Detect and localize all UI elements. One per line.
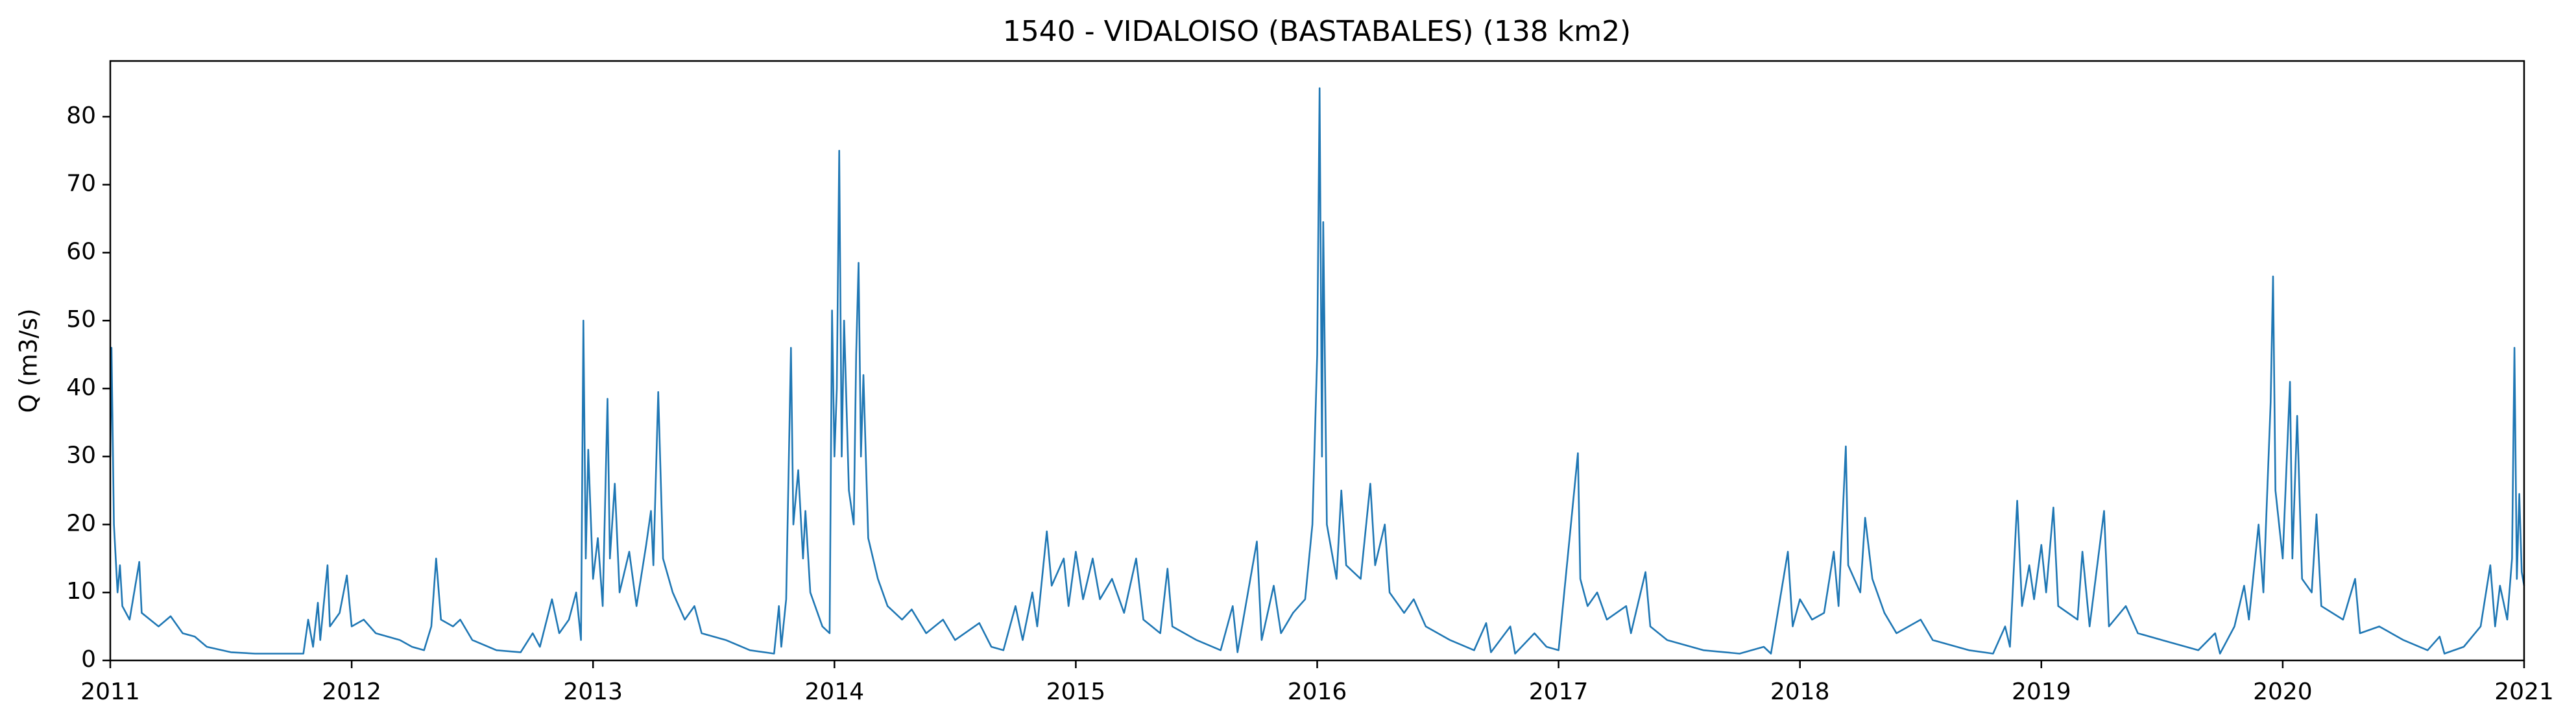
x-tick-label: 2017	[1529, 679, 1589, 705]
y-tick-label: 10	[66, 578, 96, 605]
y-tick-label: 20	[66, 510, 96, 537]
x-tick-label: 2016	[1288, 679, 1347, 705]
y-tick-label: 60	[66, 238, 96, 265]
y-axis-label: Q (m3/s)	[15, 308, 43, 413]
y-tick-label: 30	[66, 442, 96, 469]
x-tick-label: 2011	[80, 679, 140, 705]
x-tick-label: 2012	[322, 679, 381, 705]
x-tick-label: 2019	[2012, 679, 2071, 705]
x-tick-label: 2015	[1046, 679, 1106, 705]
y-tick-label: 70	[66, 171, 96, 197]
chart-title: 1540 - VIDALOISO (BASTABALES) (138 km2)	[1003, 15, 1631, 48]
data-line	[109, 87, 2525, 655]
plot-frame	[109, 60, 2525, 662]
y-tick-label: 50	[66, 306, 96, 333]
y-tick-label: 0	[81, 646, 96, 673]
x-tick-label: 2018	[1770, 679, 1830, 705]
y-tick-label: 40	[66, 374, 96, 401]
y-tick-label: 80	[66, 103, 96, 129]
x-tick-label: 2013	[563, 679, 623, 705]
x-tick-label: 2021	[2494, 679, 2554, 705]
x-tick-label: 2020	[2253, 679, 2313, 705]
x-tick-label: 2014	[804, 679, 864, 705]
